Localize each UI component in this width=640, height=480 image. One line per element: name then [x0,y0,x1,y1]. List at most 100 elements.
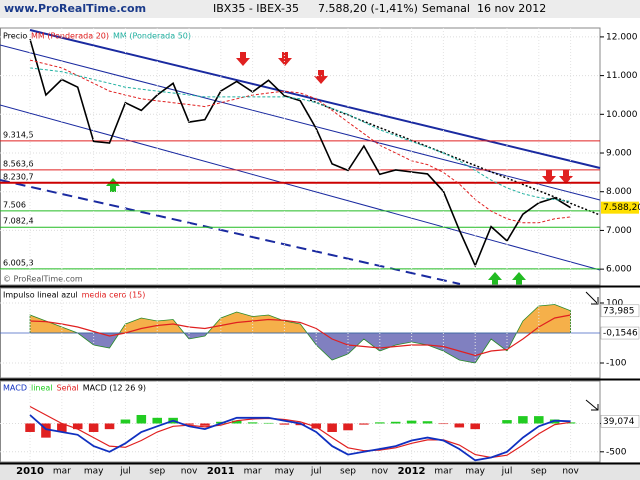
histogram-bar [136,414,147,424]
x-tick-label: sep [531,467,547,477]
histogram-bar [311,423,321,429]
y-tick-label: 11.000 [606,71,638,81]
histogram-bar [88,423,99,432]
arrow-up [106,178,120,192]
last-price-label: 7.588,20 [603,203,640,213]
histogram-bar [565,422,576,424]
value-marker-box [600,304,640,318]
level-label: 6.005,3 [3,258,34,267]
legend-entry: MACD (12 26 9) [83,384,146,393]
x-tick-label: jul [310,467,322,477]
legend-entry: media cero (15) [82,291,146,300]
histogram-bar [263,422,274,424]
site: www.ProRealTime.com [4,2,146,15]
series-line [29,314,571,357]
level-label: 9.314,5 [3,130,34,139]
arrow-up [488,272,502,286]
instrument: IBX35 - IBEX-35 [213,2,299,15]
arrow-down [278,52,292,66]
level-label: 7.082,4 [3,217,34,226]
histogram-bar [184,423,194,425]
channel-low [0,104,601,271]
histogram-bar [327,423,337,432]
arrow-down [542,170,556,184]
series-line [29,414,571,462]
y-tick-label: -500 [606,447,627,457]
histogram-bar [247,422,258,424]
value-marker-label: -0,1546 [603,329,638,339]
histogram-bar [57,423,67,432]
x-tick-label: 2012 [398,466,426,477]
x-axis-bar [0,462,640,480]
value-marker-box [600,415,640,428]
histogram-bar [72,423,83,430]
level-label: 8.563,6 [3,159,34,168]
legend-entry: Señal [57,384,79,393]
header-bar [0,0,640,18]
legend-label: Precio [3,32,27,41]
x-tick-label: jul [119,467,131,477]
x-tick-label: may [275,467,295,477]
x-tick-label: mar [53,467,71,477]
channel-mid [0,44,601,201]
area-negative [29,333,571,364]
x-tick-label: mar [434,467,452,477]
arrow-hint [585,291,599,305]
histogram-bar [279,423,290,425]
histogram-bar [406,420,417,424]
date: 16 nov 2012 [477,2,546,15]
histogram-bar [200,423,210,426]
arrow-down [559,170,573,184]
legend-entry: MACD [3,384,27,393]
legend-entry: lineal [31,384,53,393]
y-tick-label: 10.000 [606,110,638,120]
histogram-bar [375,422,385,424]
level-label: 8.230,7 [3,172,34,181]
level-label: 7.506 [3,200,26,209]
histogram-bar [152,417,163,424]
histogram-bar [422,421,433,424]
histogram-bar [438,423,449,425]
x-tick-label: nov [562,467,579,477]
value-marker-label: 39,074 [603,417,635,427]
series-line [29,38,572,268]
last-price-box [601,201,639,214]
x-tick-label: jul [501,467,513,477]
value-marker-box [600,326,640,340]
legend-entry: MM (Ponderada 50) [113,32,191,41]
period: Semanal [422,2,470,15]
histogram-bar [534,416,544,424]
x-tick-label: nov [372,467,389,477]
y-tick-label: 100 [606,299,623,309]
area-positive [29,304,572,333]
legend-entry: Impulso lineal azul [3,291,78,300]
histogram-bar [343,423,353,431]
x-tick-label: 2011 [207,466,235,477]
x-tick-label: sep [340,467,356,477]
x-tick-label: nov [181,467,198,477]
arrows [106,52,599,411]
histogram-bar [25,423,35,432]
series-line [29,67,571,202]
price: 7.588,20 (-1,41%) [318,2,418,15]
channel-dashed [0,179,461,285]
histogram-bar [390,421,401,424]
histogram-bar [502,420,512,424]
x-tick-label: mar [244,467,262,477]
legend-entry: MM (Ponderada 20) [31,32,109,41]
series-line [29,59,571,224]
watermark: © ProRealTime.com [3,275,83,284]
histogram-bar [454,423,465,428]
histogram-bar [359,423,369,425]
histogram-bar [120,419,131,424]
arrow-down [314,70,328,84]
arrow-hint [585,399,599,411]
histogram-bar [470,423,480,430]
y-tick-label: 8.000 [606,187,632,197]
x-tick-label: sep [149,467,165,477]
y-tick-label: 9.000 [606,149,632,159]
histogram-bar [41,423,51,438]
y-tick-label: -100 [606,359,627,369]
panel-frame [0,27,601,286]
